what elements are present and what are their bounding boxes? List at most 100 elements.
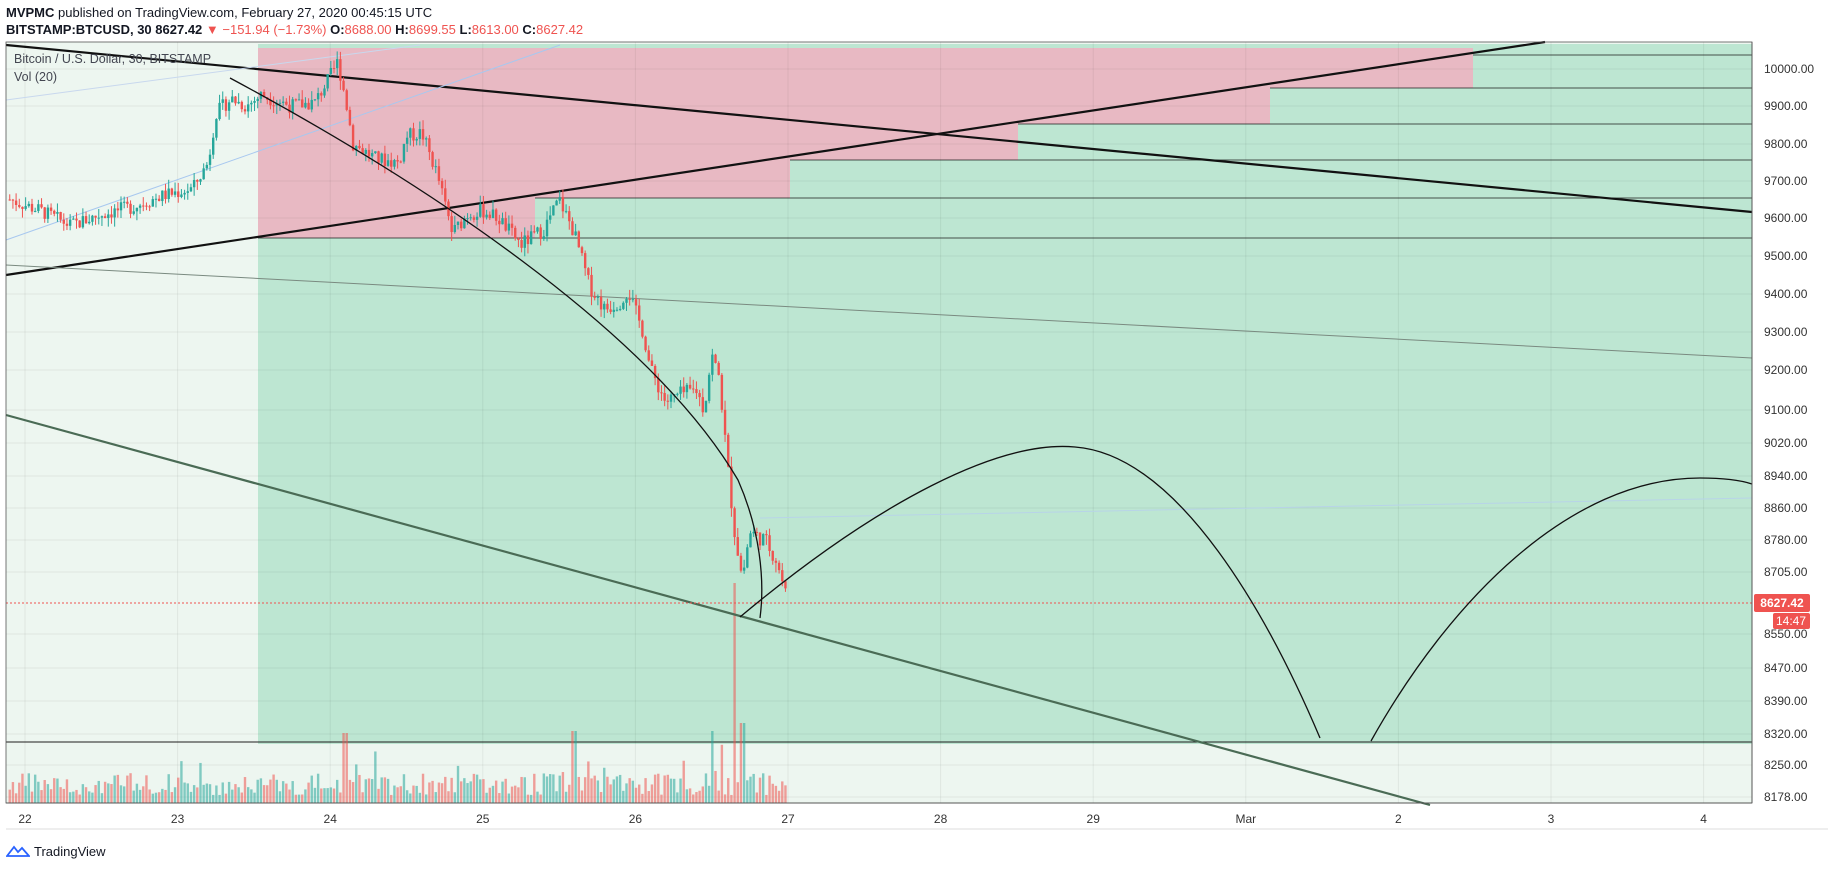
candle-body — [501, 218, 504, 225]
candle-body — [444, 188, 447, 202]
candle-body — [199, 179, 202, 182]
volume-bar — [196, 787, 199, 803]
volume-bar — [250, 789, 253, 803]
author-name[interactable]: MVPMC — [6, 5, 55, 20]
volume-bar — [504, 778, 507, 803]
candle-body — [768, 535, 771, 552]
volume-bar — [221, 782, 224, 803]
y-tick-label-18: 8320.00 — [1764, 727, 1808, 741]
candle-body — [669, 394, 673, 402]
volume-bar — [666, 774, 670, 803]
candle-body — [285, 101, 288, 105]
candle-body — [647, 350, 650, 361]
candle-body — [533, 231, 536, 233]
volume-bar — [447, 791, 450, 803]
volume-bar — [561, 772, 565, 803]
volume-bar — [730, 794, 733, 803]
volume-bar — [78, 794, 81, 803]
volume-bar — [288, 789, 291, 803]
volume-bar — [199, 762, 202, 803]
candle-body — [272, 105, 275, 107]
candle-body — [189, 187, 193, 192]
candle-body — [202, 168, 205, 180]
candle-body — [723, 409, 727, 435]
candle-body — [485, 214, 488, 218]
candle-body — [695, 389, 698, 394]
volume-bar — [237, 787, 240, 803]
volume-bar — [647, 791, 650, 803]
candle-body — [65, 223, 69, 226]
candle-body — [701, 397, 704, 413]
volume-bar — [202, 784, 205, 803]
candle-body — [119, 202, 123, 211]
candle-body — [367, 149, 371, 157]
legend-title[interactable]: Bitcoin / U.S. Dollar, 30, BITSTAMP — [14, 52, 212, 66]
y-tick-label-14: 8705.00 — [1764, 565, 1808, 579]
volume-bar — [386, 778, 390, 803]
candle-body — [262, 91, 266, 98]
candle-body — [151, 199, 155, 207]
volume-bar — [615, 776, 619, 803]
volume-bar — [113, 775, 116, 803]
candle-body — [234, 96, 237, 104]
trendline-light-blue-3 — [759, 497, 1753, 519]
volume-bar — [186, 783, 189, 803]
candle-body — [698, 393, 701, 398]
candle-body — [418, 129, 422, 139]
last-price-tag-label: 8627.42 — [1760, 596, 1804, 610]
volume-bar — [110, 784, 113, 803]
candle-body — [431, 152, 434, 167]
candle-body — [59, 211, 62, 220]
volume-bar — [599, 792, 603, 803]
volume-bar — [246, 787, 250, 803]
candle-body — [361, 148, 364, 154]
volume-bar — [355, 764, 358, 803]
candle-body — [631, 299, 635, 301]
volume-bar — [723, 794, 727, 803]
candle-body — [56, 211, 59, 214]
footer-brand[interactable]: TradingView — [6, 841, 106, 861]
candle-body — [771, 551, 774, 561]
volume-bar — [746, 780, 749, 803]
candle-body — [399, 161, 402, 163]
candle-body — [536, 227, 539, 232]
candle-body — [164, 190, 167, 199]
candle-body — [574, 231, 577, 236]
candle-body — [103, 216, 107, 219]
volume-bar — [596, 780, 600, 803]
volume-bar — [574, 731, 577, 803]
legend-volume[interactable]: Vol (20) — [14, 70, 58, 84]
chart-legend: Bitcoin / U.S. Dollar, 30, BITSTAMP Vol … — [14, 50, 211, 86]
candle-body — [301, 99, 304, 108]
volume-bar — [405, 790, 409, 803]
candle-body — [94, 215, 97, 218]
candle-body — [355, 145, 358, 151]
y-tick-label-1: 9900.00 — [1764, 99, 1808, 113]
volume-bar — [440, 783, 444, 803]
candle-body — [177, 191, 180, 197]
volume-bar — [122, 786, 126, 803]
volume-bar — [425, 794, 428, 803]
candle-body — [762, 534, 765, 546]
high-label: H: — [395, 22, 409, 37]
candle-body — [154, 198, 158, 200]
candle-body — [409, 128, 412, 138]
volume-bar — [529, 794, 533, 803]
volume-bar — [568, 784, 571, 803]
volume-bar — [164, 789, 167, 803]
volume-bar — [8, 789, 11, 803]
volume-bar — [167, 774, 170, 803]
volume-bar — [212, 794, 215, 803]
volume-bar — [634, 787, 638, 803]
candle-body — [14, 200, 18, 206]
volume-bar — [94, 785, 97, 803]
volume-bar — [539, 794, 542, 803]
open-label: O: — [330, 22, 345, 37]
y-tick-label-6: 9400.00 — [1764, 287, 1808, 301]
volume-bar — [564, 791, 568, 803]
volume-bar — [514, 785, 517, 803]
candle-body — [351, 125, 355, 151]
candle-body — [450, 216, 453, 233]
volume-bar — [755, 792, 759, 803]
